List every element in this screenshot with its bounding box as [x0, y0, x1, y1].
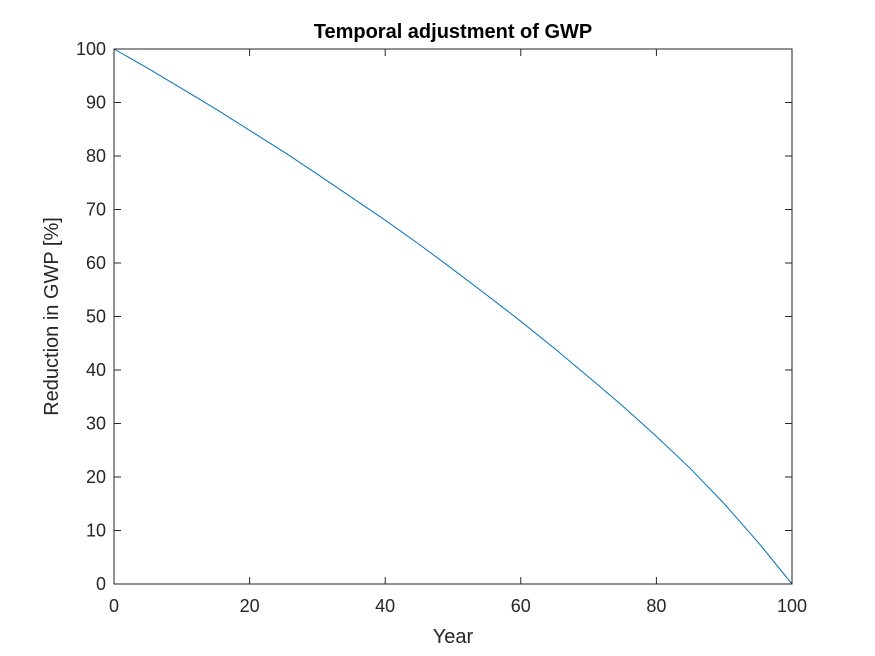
x-tick-label: 0 [109, 596, 119, 616]
y-tick-label: 10 [86, 521, 106, 541]
y-tick-label: 90 [86, 93, 106, 113]
x-tick-label: 100 [777, 596, 807, 616]
y-tick-label: 100 [76, 39, 106, 59]
y-tick-label: 60 [86, 253, 106, 273]
x-axis-label: Year [433, 626, 474, 648]
y-tick-label: 80 [86, 146, 106, 166]
x-tick-label: 60 [511, 596, 531, 616]
x-tick-label: 40 [375, 596, 395, 616]
x-tick-label: 80 [646, 596, 666, 616]
y-tick-label: 70 [86, 200, 106, 220]
x-axis-ticks: 0 20 40 60 80 100 [109, 49, 807, 616]
y-tick-label: 50 [86, 307, 106, 327]
x-tick-label: 20 [240, 596, 260, 616]
y-tick-label: 40 [86, 360, 106, 380]
y-axis-label: Reduction in GWP [%] [41, 217, 63, 416]
chart-title: Temporal adjustment of GWP [314, 21, 593, 43]
y-tick-label: 0 [96, 574, 106, 594]
y-axis-ticks: 0 10 20 30 40 50 60 70 80 90 100 [76, 39, 792, 594]
y-tick-label: 30 [86, 414, 106, 434]
plot-area [114, 49, 792, 584]
series-line [113, 48, 793, 585]
series-layer [113, 48, 793, 585]
y-tick-label: 20 [86, 467, 106, 487]
